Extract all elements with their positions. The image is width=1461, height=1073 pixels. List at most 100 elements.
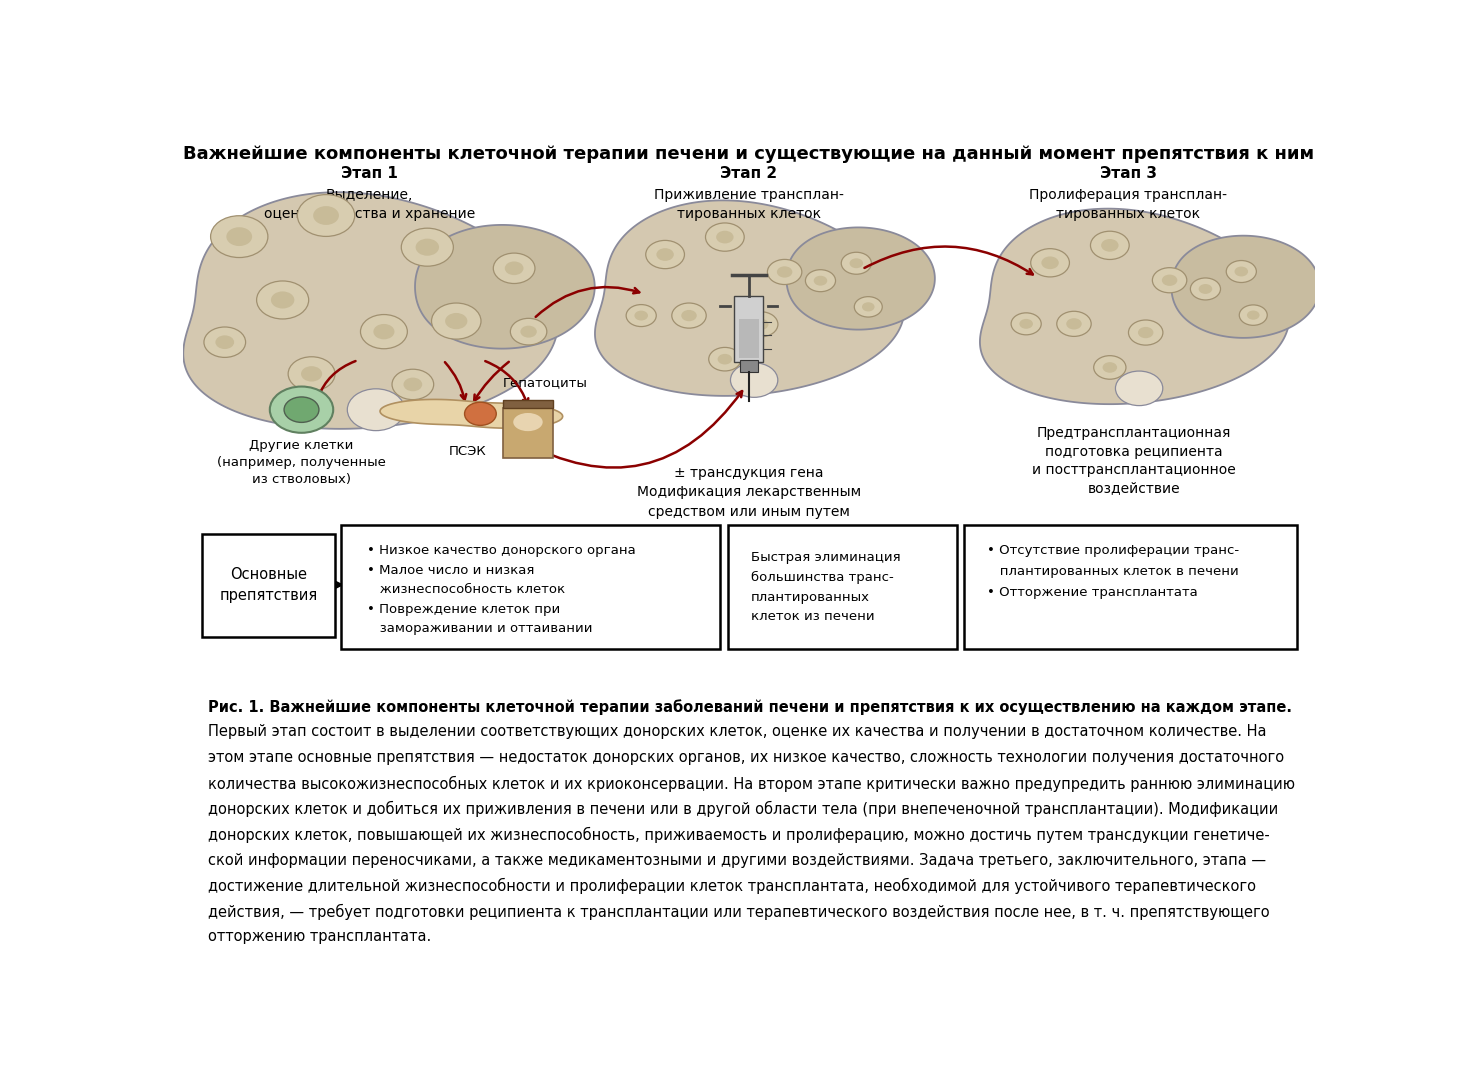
Circle shape <box>849 259 863 268</box>
Text: ± трансдукция гена
Модификация лекарственным
средством или иным путем: ± трансдукция гена Модификация лекарстве… <box>637 466 861 518</box>
Circle shape <box>646 240 684 268</box>
Circle shape <box>1090 231 1129 260</box>
Text: Первый этап состоит в выделении соответствующих донорских клеток, оценке их каче: Первый этап состоит в выделении соответс… <box>207 724 1267 739</box>
Circle shape <box>1030 249 1069 277</box>
Circle shape <box>270 386 333 432</box>
Circle shape <box>446 313 468 329</box>
Circle shape <box>348 388 405 430</box>
Text: Гепатоциты: Гепатоциты <box>503 377 587 389</box>
Text: Предтрансплантационная
подготовка реципиента
и посттрансплантационное
воздействи: Предтрансплантационная подготовка реципи… <box>1031 426 1236 496</box>
Circle shape <box>1115 371 1163 406</box>
Circle shape <box>1226 261 1256 282</box>
Circle shape <box>205 327 245 357</box>
Circle shape <box>716 231 733 244</box>
Circle shape <box>656 248 674 261</box>
Circle shape <box>1153 267 1186 293</box>
Text: ской информации переносчиками, а также медикаментозными и другими воздействиями.: ской информации переносчиками, а также м… <box>207 853 1265 867</box>
Circle shape <box>283 397 318 423</box>
FancyBboxPatch shape <box>503 408 552 457</box>
Polygon shape <box>1172 236 1319 338</box>
Circle shape <box>842 252 871 275</box>
Circle shape <box>814 276 827 285</box>
Polygon shape <box>595 201 904 396</box>
Text: Приживление трансплан­
тированных клеток: Приживление трансплан­ тированных клеток <box>655 188 843 221</box>
Polygon shape <box>415 225 595 349</box>
Circle shape <box>1042 256 1059 269</box>
Circle shape <box>672 303 706 328</box>
Circle shape <box>210 216 267 258</box>
Text: количества высокожизнеспособных клеток и их криоконсервации. На втором этапе кри: количества высокожизнеспособных клеток и… <box>207 776 1294 792</box>
Circle shape <box>1094 355 1126 379</box>
Circle shape <box>215 336 234 349</box>
Text: Другие клетки
(например, полученные
из стволовых): Другие клетки (например, полученные из с… <box>218 439 386 486</box>
Text: этом этапе основные препятствия — недостаток донорских органов, их низкое качест: этом этапе основные препятствия — недост… <box>207 750 1284 765</box>
Circle shape <box>706 223 744 251</box>
Circle shape <box>504 262 523 275</box>
Circle shape <box>288 356 335 391</box>
Circle shape <box>1191 278 1220 300</box>
Circle shape <box>1235 266 1248 277</box>
Circle shape <box>1067 319 1081 329</box>
FancyBboxPatch shape <box>342 526 720 649</box>
Circle shape <box>1239 305 1267 325</box>
Circle shape <box>709 348 741 371</box>
Text: • Низкое качество донорского органа
• Малое число и низкая
   жизнеспособность к: • Низкое качество донорского органа • Ма… <box>367 544 636 635</box>
Circle shape <box>1138 327 1153 338</box>
Text: • Отсутствие пролиферации транс-
   плантированных клеток в печени
• Отторжение : • Отсутствие пролиферации транс- плантир… <box>986 544 1239 600</box>
Circle shape <box>415 238 440 255</box>
Circle shape <box>744 312 777 337</box>
Text: Этап 1: Этап 1 <box>340 166 397 181</box>
Text: Основные
препятствия: Основные препятствия <box>219 568 318 603</box>
Circle shape <box>1103 363 1118 372</box>
Circle shape <box>855 296 882 317</box>
Circle shape <box>627 305 656 326</box>
Circle shape <box>634 310 649 321</box>
FancyBboxPatch shape <box>202 533 336 637</box>
Circle shape <box>681 310 697 321</box>
Circle shape <box>313 206 339 225</box>
Circle shape <box>1020 319 1033 328</box>
Text: достижение длительной жизнеспособности и пролиферации клеток трансплантата, необ: достижение длительной жизнеспособности и… <box>207 878 1255 894</box>
Circle shape <box>1128 320 1163 346</box>
Text: Рис. 1. Важнейшие компоненты клеточной терапии заболеваний печени и препятствия : Рис. 1. Важнейшие компоненты клеточной т… <box>207 699 1292 715</box>
Text: донорских клеток и добиться их приживления в печени или в другой области тела (п: донорских клеток и добиться их приживлен… <box>207 802 1278 818</box>
Polygon shape <box>183 192 558 429</box>
Circle shape <box>752 319 768 330</box>
FancyBboxPatch shape <box>739 319 758 358</box>
Text: отторжению трансплантата.: отторжению трансплантата. <box>207 929 431 944</box>
Text: Важнейшие компоненты клеточной терапии печени и существующие на данный момент пр: Важнейшие компоненты клеточной терапии п… <box>183 145 1315 163</box>
Polygon shape <box>380 399 562 428</box>
Ellipse shape <box>513 413 542 431</box>
FancyBboxPatch shape <box>739 361 758 371</box>
Text: Выделение,
оценка качества и хранение: Выделение, оценка качества и хранение <box>264 188 475 221</box>
FancyBboxPatch shape <box>964 526 1297 649</box>
Circle shape <box>298 194 355 236</box>
FancyBboxPatch shape <box>729 526 957 649</box>
Text: донорских клеток, повышающей их жизнеспособность, приживаемость и пролиферацию, : донорских клеток, повышающей их жизнеспо… <box>207 827 1270 843</box>
Circle shape <box>767 260 802 284</box>
Circle shape <box>465 402 497 425</box>
Circle shape <box>301 366 321 382</box>
Circle shape <box>392 369 434 399</box>
Circle shape <box>510 319 546 344</box>
Circle shape <box>1011 313 1042 335</box>
Circle shape <box>730 363 777 397</box>
Circle shape <box>431 303 481 339</box>
Circle shape <box>1161 275 1178 285</box>
FancyBboxPatch shape <box>503 400 552 408</box>
Circle shape <box>257 281 308 319</box>
Circle shape <box>270 292 294 309</box>
Polygon shape <box>786 227 935 329</box>
Circle shape <box>1246 310 1259 320</box>
Circle shape <box>862 303 875 311</box>
Text: действия, — требует подготовки реципиента к трансплантации или терапевтического : действия, — требует подготовки реципиент… <box>207 903 1270 920</box>
Circle shape <box>1102 239 1119 252</box>
Circle shape <box>717 354 732 365</box>
Circle shape <box>805 269 836 292</box>
Circle shape <box>403 378 422 392</box>
Circle shape <box>402 229 453 266</box>
Text: Пролиферация трансплан­
тированных клеток: Пролиферация трансплан­ тированных клето… <box>1029 188 1227 221</box>
Circle shape <box>1056 311 1091 337</box>
Polygon shape <box>980 208 1290 405</box>
Circle shape <box>1198 284 1213 294</box>
